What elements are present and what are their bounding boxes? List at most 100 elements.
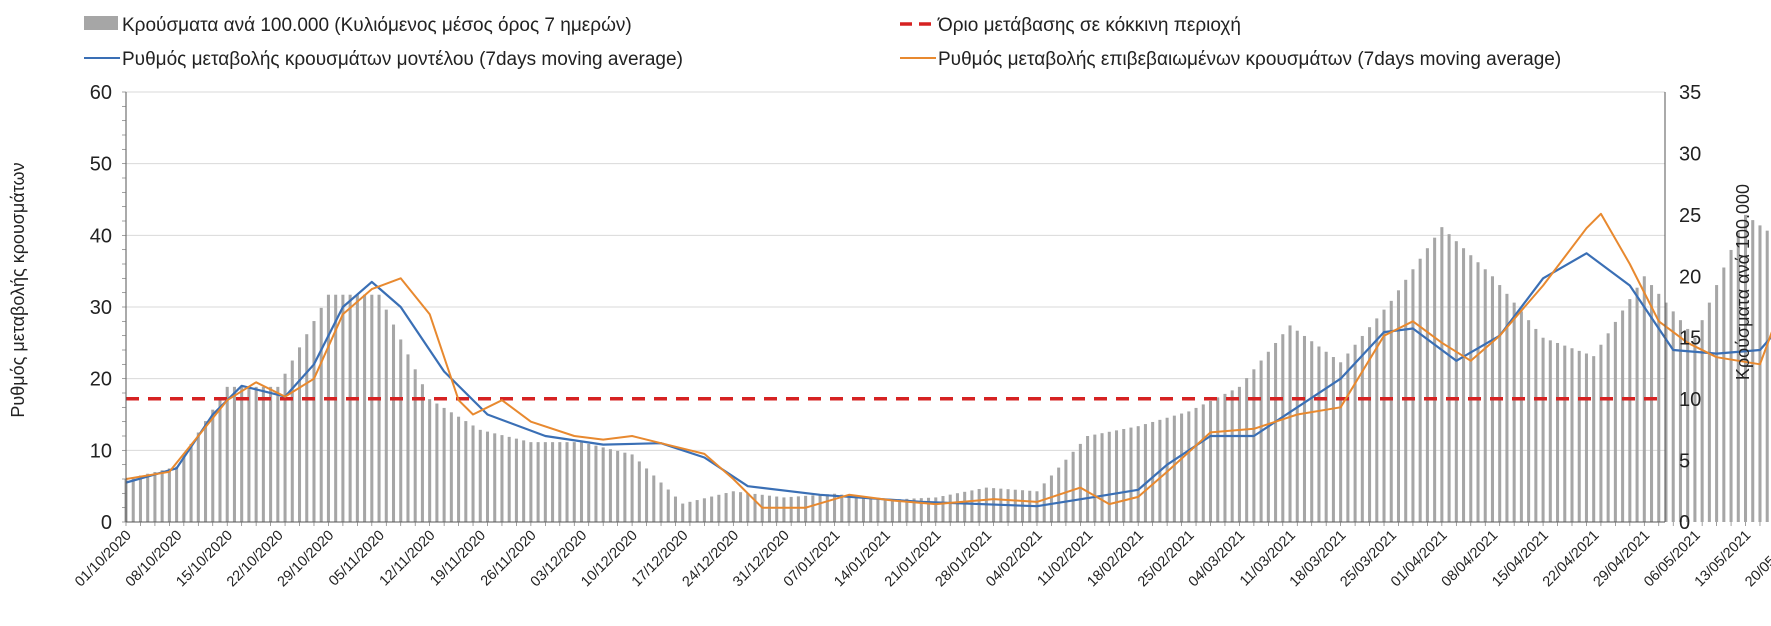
bar — [594, 445, 598, 522]
bar — [782, 497, 786, 522]
bar — [1563, 345, 1567, 522]
bar — [218, 398, 222, 522]
bar — [565, 442, 569, 522]
right-tick-label: 0 — [1679, 512, 1690, 534]
bar — [825, 494, 829, 522]
bar — [204, 421, 208, 522]
bar — [391, 324, 396, 522]
bar — [919, 498, 923, 522]
bar — [1324, 351, 1328, 522]
left-tick-label: 20 — [90, 369, 112, 391]
bar — [1635, 287, 1639, 522]
bar — [746, 493, 750, 522]
bar — [406, 354, 410, 522]
bar — [153, 471, 157, 522]
bar — [1165, 417, 1169, 522]
bar — [1208, 400, 1213, 522]
bar — [276, 386, 280, 522]
bar — [833, 493, 837, 522]
model-rate-line — [125, 252, 1771, 508]
bar — [457, 416, 461, 522]
bar — [934, 497, 938, 522]
bar — [623, 452, 627, 522]
bar — [131, 477, 135, 522]
axes — [122, 91, 1761, 526]
bar — [1700, 320, 1704, 522]
right-tick-label: 30 — [1679, 143, 1701, 165]
bar — [1707, 302, 1711, 522]
bar — [1454, 241, 1458, 523]
legend: Κρούσματα ανά 100.000 (Κυλιόμενος μέσος … — [84, 15, 1561, 70]
right-axis-title: Κρούσματα ανά 100.000 — [1733, 184, 1753, 380]
bar — [688, 501, 692, 522]
bar — [1425, 248, 1429, 522]
bar — [724, 493, 728, 522]
bar — [211, 409, 215, 522]
bar — [464, 421, 468, 522]
bar — [659, 482, 663, 522]
right-tick-label: 35 — [1679, 82, 1701, 104]
bar — [645, 468, 649, 522]
bar — [1237, 386, 1241, 522]
bar — [1266, 351, 1270, 522]
bar — [298, 347, 302, 522]
bar — [384, 309, 388, 522]
bar — [1071, 451, 1075, 522]
bar — [1187, 411, 1191, 522]
bar — [1483, 269, 1487, 522]
bar — [1744, 214, 1748, 522]
bar — [1693, 337, 1697, 522]
bar — [1230, 390, 1234, 522]
bar — [305, 334, 309, 522]
bar — [1671, 311, 1675, 522]
bar — [1519, 311, 1523, 522]
right-tick-label: 15 — [1679, 328, 1701, 350]
bar — [1584, 353, 1588, 522]
bar — [1512, 302, 1516, 522]
bar — [1418, 258, 1422, 522]
legend-label: Ρυθμός μεταβολής επιβεβαιωμένων κρουσμάτ… — [938, 49, 1561, 70]
bar — [355, 294, 359, 522]
bar — [818, 494, 822, 522]
bar — [1078, 443, 1082, 522]
bar — [1462, 248, 1466, 522]
bar — [1114, 430, 1119, 522]
bar — [1606, 333, 1610, 522]
bar — [1353, 344, 1357, 522]
bar — [1331, 357, 1335, 522]
bar — [652, 475, 656, 522]
legend-label: Ρυθμός μεταβολής κρουσμάτων μοντέλου (7d… — [122, 49, 683, 70]
bar — [1534, 328, 1538, 522]
bar — [1389, 300, 1393, 522]
bar — [811, 495, 815, 522]
bar — [970, 490, 974, 522]
bar — [695, 500, 699, 522]
bar — [1570, 348, 1574, 522]
bar — [1064, 459, 1068, 522]
bar — [1621, 310, 1625, 522]
bar — [941, 496, 945, 522]
bar — [1143, 424, 1147, 522]
bar — [1216, 397, 1220, 522]
right-tick-label: 20 — [1679, 266, 1701, 288]
bar — [341, 294, 345, 522]
bar — [514, 438, 518, 522]
bar — [500, 435, 504, 522]
bar — [529, 442, 533, 522]
bar — [890, 499, 894, 522]
bar — [1252, 369, 1256, 522]
bar — [247, 386, 251, 522]
bar — [225, 386, 229, 522]
bar — [1317, 346, 1321, 522]
bar — [435, 403, 439, 522]
left-tick-label: 50 — [90, 154, 112, 176]
bar — [1686, 328, 1690, 522]
bar — [1180, 413, 1184, 522]
bar — [175, 466, 179, 522]
bar — [522, 440, 526, 522]
bar — [1310, 341, 1314, 522]
bar — [471, 425, 475, 522]
bar — [1577, 350, 1581, 522]
bar — [326, 294, 330, 522]
bar — [905, 498, 909, 522]
